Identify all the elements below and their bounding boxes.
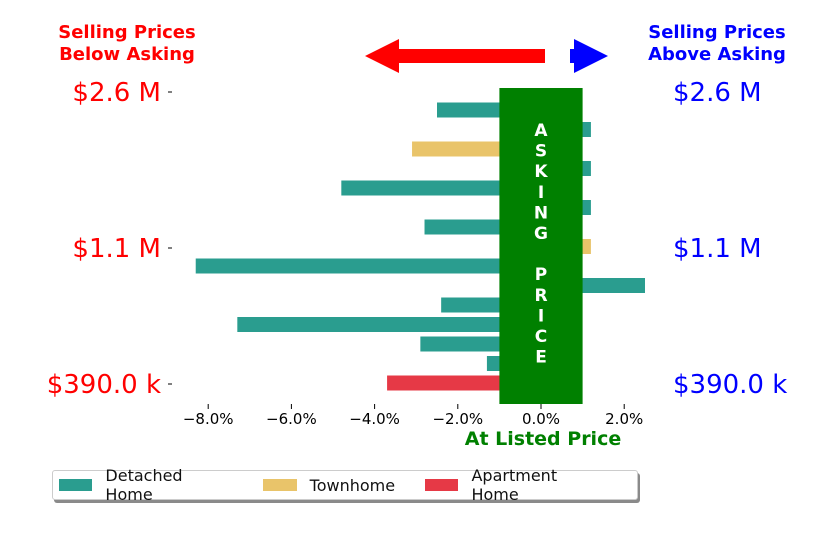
y-label-left-2: $390.0 k	[47, 370, 161, 400]
x-axis-label: At Listed Price	[465, 428, 621, 450]
asking-band-letter-1: S	[535, 142, 547, 162]
x-tick-label-5: 2.0%	[605, 410, 643, 428]
y-label-right-2: $390.0 k	[673, 370, 787, 400]
asking-band-letter-9: I	[538, 306, 544, 326]
asking-band-letter-10: C	[535, 327, 547, 347]
bar-detached-home-4	[341, 180, 541, 196]
below-asking-title-line1: Selling Prices	[58, 22, 195, 43]
bar-detached-home-11	[237, 317, 541, 332]
legend-label-apartment: Apartment Home	[471, 466, 558, 504]
x-tick-label-4: 0.0%	[522, 410, 560, 428]
y-label-right-0: $2.6 M	[673, 78, 762, 108]
below-asking-arrow-icon	[365, 39, 545, 73]
y-label-left-0: $2.6 M	[72, 78, 161, 108]
below-asking-title-line2: Below Asking	[59, 44, 195, 65]
legend-swatch-detached	[59, 479, 93, 491]
asking-band-letter-8: R	[534, 286, 547, 306]
above-asking-title-line2: Above Asking	[648, 44, 786, 65]
asking-band-letter-2: K	[534, 162, 548, 182]
legend-swatch-apartment	[425, 479, 459, 491]
x-tick-label-1: −6.0%	[266, 410, 317, 428]
legend-item-townhome: Townhome	[262, 475, 396, 495]
y-label-right-1: $1.1 M	[673, 234, 762, 264]
y-label-left-1: $1.1 M	[72, 234, 161, 264]
legend-label-detached: Detached Home	[105, 466, 183, 504]
x-tick-label-0: −8.0%	[183, 410, 234, 428]
bar-detached-home-8	[195, 258, 541, 274]
legend: Detached Home Townhome Apartment Home	[52, 466, 638, 504]
x-tick-label-2: −4.0%	[349, 410, 400, 428]
legend-item-apartment: Apartment Home	[425, 466, 607, 504]
x-tick-label-3: −2.0%	[432, 410, 483, 428]
legend-label-townhome: Townhome	[309, 475, 396, 495]
legend-swatch-townhome	[262, 479, 297, 491]
asking-band-letter-3: I	[538, 183, 544, 203]
asking-band-letter-7: P	[535, 265, 547, 285]
asking-price-band	[499, 88, 583, 404]
asking-band-letter-0: A	[534, 121, 548, 141]
above-asking-arrow-icon	[570, 39, 608, 73]
asking-band-letter-11: E	[535, 348, 547, 368]
above-asking-title-line1: Selling Prices	[648, 22, 785, 43]
asking-band-letter-4: N	[534, 203, 548, 223]
legend-item-detached: Detached Home	[59, 466, 233, 504]
asking-band-letter-5: G	[534, 224, 548, 244]
